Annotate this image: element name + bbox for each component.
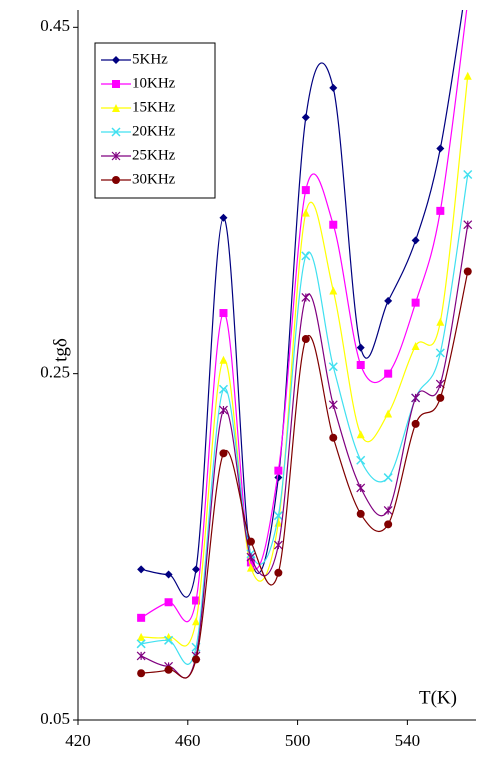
- marker: [219, 449, 228, 458]
- y-tick-label: 0.45: [40, 16, 70, 35]
- marker: [112, 104, 120, 112]
- marker: [384, 409, 393, 418]
- marker: [328, 400, 338, 410]
- marker: [137, 613, 146, 622]
- marker: [246, 558, 255, 567]
- marker: [329, 286, 338, 295]
- marker: [356, 430, 365, 439]
- marker: [246, 537, 255, 546]
- marker: [192, 617, 201, 626]
- marker: [356, 343, 365, 352]
- marker: [192, 655, 201, 664]
- marker: [246, 552, 256, 562]
- marker: [274, 466, 283, 475]
- marker: [356, 455, 366, 465]
- marker: [136, 639, 146, 649]
- marker: [411, 236, 420, 245]
- marker: [301, 335, 310, 344]
- marker: [463, 220, 473, 230]
- x-tick-label: 540: [395, 731, 421, 750]
- marker: [384, 520, 393, 529]
- y-tick-label: 0.05: [40, 709, 70, 728]
- legend-label: 30KHz: [132, 171, 176, 187]
- legend-label: 10KHz: [132, 75, 176, 91]
- marker: [356, 361, 365, 369]
- marker: [463, 169, 473, 180]
- marker: [219, 309, 228, 318]
- marker: [411, 341, 420, 350]
- marker: [463, 267, 472, 276]
- x-tick-label: 460: [175, 731, 201, 750]
- marker: [328, 362, 338, 372]
- marker: [463, 71, 472, 80]
- marker: [329, 433, 338, 442]
- marker: [273, 540, 283, 550]
- marker: [164, 570, 173, 579]
- marker: [301, 293, 311, 302]
- marker: [464, 0, 472, 5]
- marker: [356, 509, 365, 518]
- marker: [274, 473, 283, 482]
- marker: [192, 565, 201, 574]
- marker: [136, 651, 146, 661]
- marker: [356, 483, 366, 493]
- marker: [192, 596, 201, 605]
- marker: [246, 563, 255, 572]
- marker: [112, 176, 120, 184]
- legend-label: 5KHz: [132, 51, 168, 67]
- series-line: [141, 75, 469, 647]
- marker: [164, 598, 173, 607]
- marker: [219, 405, 228, 415]
- marker: [301, 113, 310, 122]
- marker: [383, 473, 393, 483]
- y-axis-label: tgδ: [50, 338, 71, 362]
- x-tick-label: 420: [65, 731, 91, 750]
- marker: [384, 296, 393, 305]
- marker: [219, 213, 228, 222]
- marker: [137, 565, 146, 574]
- marker: [218, 384, 229, 394]
- plot-area: [136, 0, 473, 679]
- marker: [112, 56, 120, 64]
- series-line: [141, 174, 469, 665]
- marker: [383, 506, 393, 515]
- marker: [111, 127, 121, 137]
- marker: [384, 369, 393, 378]
- legend-label: 20KHz: [132, 123, 176, 139]
- marker: [436, 393, 445, 402]
- marker: [436, 317, 445, 326]
- marker: [329, 83, 338, 92]
- marker: [411, 298, 420, 307]
- marker: [411, 393, 421, 403]
- marker: [436, 206, 445, 215]
- y-tick-label: 0.25: [40, 363, 70, 382]
- marker: [111, 151, 121, 161]
- marker: [329, 220, 338, 229]
- marker: [219, 355, 228, 364]
- legend-label: 25KHz: [132, 147, 176, 163]
- marker: [137, 632, 146, 641]
- marker: [411, 419, 420, 428]
- marker: [301, 186, 310, 195]
- x-tick-label: 500: [285, 731, 311, 750]
- marker: [301, 251, 311, 261]
- marker: [164, 635, 174, 645]
- legend-label: 15KHz: [132, 99, 176, 115]
- series-line: [141, 271, 469, 679]
- marker: [137, 669, 146, 678]
- x-axis-label: T(K): [419, 687, 457, 708]
- marker: [435, 348, 445, 358]
- series-line: [141, 10, 464, 598]
- marker: [301, 208, 310, 217]
- marker: [273, 511, 283, 521]
- marker: [436, 144, 445, 153]
- marker: [164, 665, 173, 674]
- legend-box: [94, 42, 216, 199]
- marker: [112, 80, 120, 88]
- marker: [274, 568, 283, 577]
